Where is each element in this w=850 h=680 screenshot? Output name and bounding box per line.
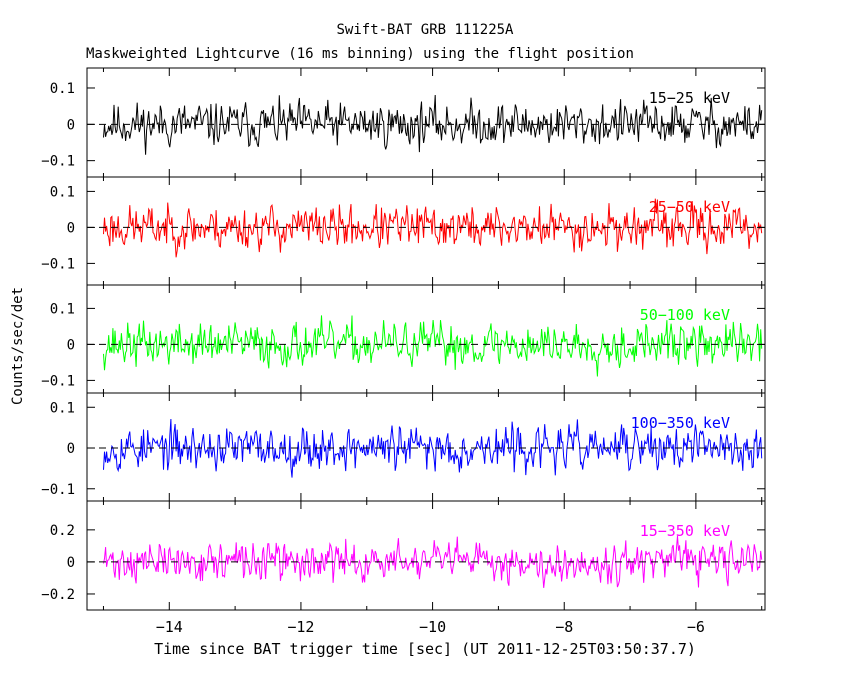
- y-tick-label: 0.1: [50, 81, 75, 97]
- panel-frame: [86, 284, 766, 394]
- band-label: 50−100 keV: [640, 306, 730, 324]
- y-tick-label: −0.1: [41, 373, 75, 389]
- chart-title: Swift-BAT GRB 111225A: [336, 22, 514, 38]
- y-tick-label: 0.1: [50, 301, 75, 317]
- y-tick-label: 0: [67, 220, 75, 236]
- band-label: 15−350 keV: [640, 522, 730, 540]
- band-label: 25−50 keV: [649, 198, 730, 216]
- y-tick-label: 0: [67, 337, 75, 353]
- x-tick-label: −14: [156, 618, 183, 636]
- x-axis-label: Time since BAT trigger time [sec] (UT 20…: [154, 640, 696, 658]
- y-tick-label: −0.1: [41, 154, 75, 170]
- y-tick-label: −0.1: [41, 256, 75, 272]
- band-label: 100−350 keV: [631, 414, 730, 432]
- y-tick-label: 0.2: [50, 523, 75, 539]
- x-tick-label: −12: [287, 618, 314, 636]
- x-tick-label: −8: [555, 618, 573, 636]
- y-tick-label: 0.1: [50, 184, 75, 200]
- y-axis-label: Counts/sec/det: [10, 286, 26, 405]
- panel-frame: [86, 500, 766, 611]
- band-label: 15−25 keV: [649, 89, 730, 107]
- y-tick-label: −0.1: [41, 482, 75, 498]
- series-line-15-350-kev: [103, 535, 763, 588]
- y-tick-label: −0.2: [41, 587, 75, 603]
- y-tick-label: 0: [67, 117, 75, 133]
- y-tick-label: 0: [67, 555, 75, 571]
- x-tick-label: −10: [419, 618, 446, 636]
- x-tick-label: −6: [687, 618, 705, 636]
- y-tick-label: 0: [67, 441, 75, 457]
- chart-subtitle: Maskweighted Lightcurve (16 ms binning) …: [86, 46, 634, 62]
- series-line-15-25-kev: [103, 94, 763, 155]
- series-line-25-50-kev: [103, 198, 763, 258]
- y-tick-label: 0.1: [50, 400, 75, 416]
- series-line-50-100-kev: [103, 315, 763, 377]
- series-line-100-350-kev: [103, 418, 763, 478]
